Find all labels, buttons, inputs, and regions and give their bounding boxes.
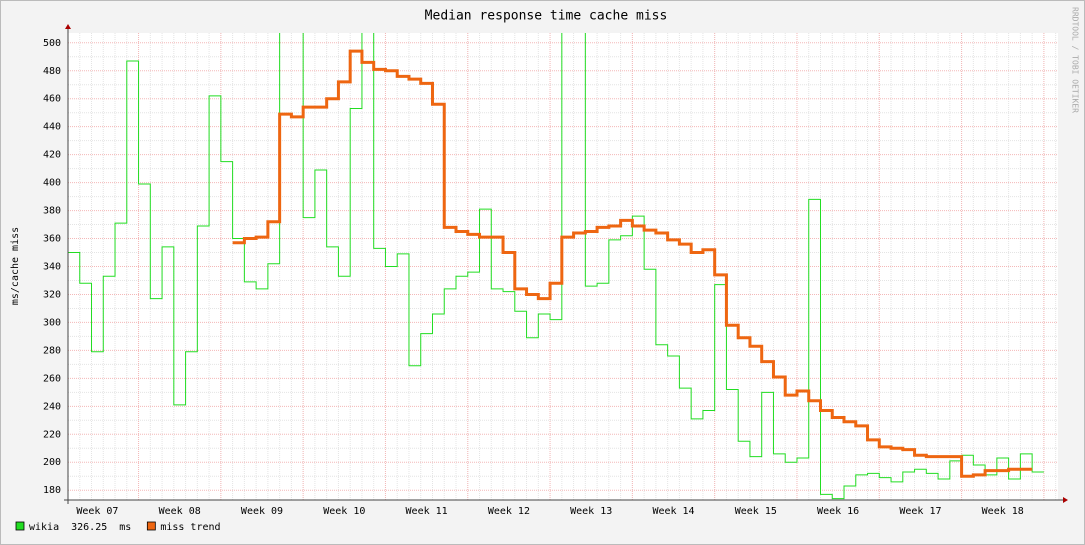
y-tick-label: 440: [43, 122, 61, 133]
x-tick-label: Week 14: [652, 506, 694, 517]
y-tick-label: 360: [43, 234, 61, 245]
x-tick-label: Week 12: [488, 506, 530, 517]
legend-swatch: [15, 521, 25, 531]
y-tick-label: 220: [43, 429, 61, 440]
x-tick-label: Week 07: [76, 506, 118, 517]
watermark: RRDTOOL / TOBI OETIKER: [1071, 7, 1080, 113]
y-tick-label: 200: [43, 457, 61, 468]
y-tick-label: 240: [43, 401, 61, 412]
x-tick-label: Week 08: [159, 506, 201, 517]
y-tick-label: 380: [43, 206, 61, 217]
y-tick-label: 340: [43, 262, 61, 273]
y-tick-label: 420: [43, 150, 61, 161]
x-tick-label: Week 15: [735, 506, 777, 517]
labels: 180 200 220 240 260 280 300 320 340 360 380 400 420 4…: [15, 24, 1068, 533]
y-tick-label: 300: [43, 317, 61, 328]
x-tick-label: Week 09: [241, 506, 283, 517]
y-axis-label: ms/cache miss: [10, 227, 21, 305]
x-tick-label: Week 13: [570, 506, 612, 517]
y-tick-label: 460: [43, 94, 61, 105]
legend-value: 326.25 ms: [71, 522, 131, 533]
x-tick-label: Week 11: [406, 506, 448, 517]
y-tick-label: 260: [43, 373, 61, 384]
x-tick-label: Week 18: [982, 506, 1024, 517]
y-tick-label: 320: [43, 289, 61, 300]
legend-label: miss trend: [160, 522, 220, 533]
y-tick-label: 280: [43, 345, 61, 356]
series-line: [232, 49, 1033, 478]
y-tick-label: 180: [43, 485, 61, 496]
y-tick-label: 480: [43, 66, 61, 77]
chart-title: Median response time cache miss: [425, 9, 668, 24]
axis-arrow: [65, 24, 71, 29]
legend-label: wikia: [29, 522, 59, 533]
legend-swatch: [146, 521, 156, 531]
x-tick-label: Week 10: [323, 506, 365, 517]
y-tick-label: 400: [43, 178, 61, 189]
series-layer: [68, 33, 1044, 500]
x-tick-label: Week 16: [817, 506, 859, 517]
series-line: [68, 33, 1044, 500]
axis-arrow: [1063, 497, 1068, 503]
y-tick-label: 500: [43, 38, 61, 49]
x-tick-label: Week 17: [899, 506, 941, 517]
